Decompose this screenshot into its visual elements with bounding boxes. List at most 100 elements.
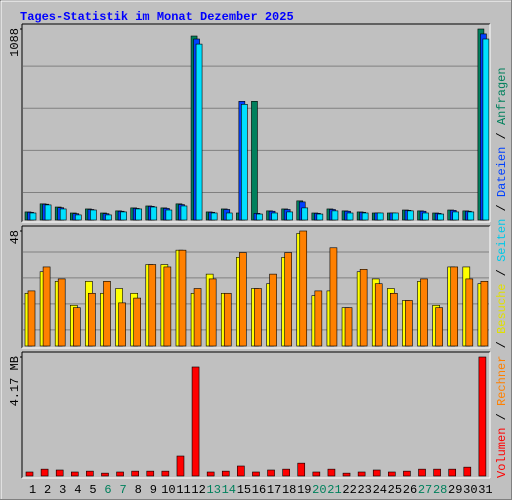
- bar: [435, 307, 443, 347]
- bar: [25, 471, 34, 477]
- bar: [195, 43, 203, 221]
- bar: [403, 470, 411, 477]
- bar: [357, 471, 366, 477]
- bar: [392, 212, 399, 221]
- legend-entry: Seiten: [495, 219, 509, 262]
- x-tick-label: 23: [357, 483, 371, 497]
- bar: [346, 212, 354, 221]
- bar: [146, 470, 155, 477]
- x-tick-label: 30: [463, 483, 477, 497]
- x-tick-label: 7: [120, 483, 127, 497]
- bar: [452, 211, 460, 221]
- bar: [297, 462, 306, 477]
- bar: [465, 278, 474, 347]
- bar: [133, 297, 141, 347]
- bar: [72, 307, 81, 347]
- bar: [420, 278, 428, 347]
- bar: [135, 208, 142, 221]
- x-tick-label: 26: [403, 483, 417, 497]
- x-tick-label: 14: [222, 483, 236, 497]
- bar: [239, 252, 247, 347]
- legend-entry: Rechner: [495, 356, 509, 406]
- legend-sep: /: [495, 334, 509, 356]
- bar: [286, 211, 293, 221]
- x-tick-label: 10: [161, 483, 175, 497]
- bar: [342, 472, 351, 477]
- bar: [55, 469, 64, 477]
- x-tick-label: 17: [267, 483, 281, 497]
- x-tick-label: 12: [191, 483, 205, 497]
- bar: [42, 266, 51, 347]
- bar: [437, 213, 444, 221]
- bar: [163, 266, 172, 347]
- bar: [251, 101, 258, 221]
- bar: [299, 230, 308, 347]
- chart-title: Tages-Statistik im Monat Dezember 2025: [20, 10, 294, 24]
- bar: [148, 264, 157, 347]
- bar: [88, 292, 96, 347]
- legend: Volumen / Rechner / Besuche / Seiten / D…: [495, 67, 509, 478]
- bar: [422, 212, 429, 221]
- bar: [193, 288, 202, 347]
- bar: [267, 469, 275, 477]
- bar: [254, 288, 262, 347]
- bar: [301, 207, 309, 221]
- x-tick-label: 6: [104, 483, 111, 497]
- x-tick-label: 16: [252, 483, 266, 497]
- bar: [271, 212, 278, 221]
- legend-sep: /: [495, 125, 509, 147]
- x-tick-label: 5: [89, 483, 96, 497]
- bar: [284, 252, 292, 347]
- x-tick-label: 13: [207, 483, 221, 497]
- bar: [90, 209, 97, 221]
- bar: [165, 209, 173, 221]
- x-tick-label: 1: [29, 483, 36, 497]
- bar: [116, 471, 124, 477]
- bar: [178, 249, 187, 347]
- legend-sep: /: [495, 262, 509, 284]
- bar: [176, 455, 185, 477]
- bar: [150, 206, 158, 221]
- panel: [22, 352, 490, 478]
- bar: [27, 290, 36, 347]
- bar: [450, 266, 459, 347]
- legend-entry: Volumen: [495, 428, 509, 478]
- x-tick-label: 8: [135, 483, 142, 497]
- bar: [59, 208, 67, 221]
- bar: [482, 38, 490, 221]
- bar: [418, 468, 426, 477]
- bar: [208, 278, 217, 347]
- bar: [44, 204, 52, 221]
- bar: [388, 471, 396, 477]
- x-tick-label: 24: [373, 483, 387, 497]
- x-tick-label: 22: [342, 483, 356, 497]
- x-tick-label: 31: [478, 483, 492, 497]
- x-tick-label: 21: [327, 483, 341, 497]
- x-tick-label: 9: [150, 483, 157, 497]
- y-tick-label: 48: [8, 230, 22, 244]
- bar: [210, 212, 218, 221]
- x-tick-label: 3: [59, 483, 66, 497]
- bar: [374, 283, 383, 347]
- bar: [269, 273, 277, 347]
- x-tick-label: 25: [388, 483, 402, 497]
- bar: [131, 470, 139, 477]
- bar: [103, 281, 111, 347]
- bar: [316, 213, 324, 221]
- bar: [105, 214, 112, 221]
- legend-sep: /: [495, 197, 509, 219]
- bar: [256, 213, 263, 221]
- bar: [86, 470, 94, 477]
- x-tick-label: 29: [448, 483, 462, 497]
- bar: [376, 212, 384, 221]
- x-tick-label: 15: [237, 483, 251, 497]
- bar: [463, 466, 472, 477]
- legend-entry: Dateien: [495, 147, 509, 197]
- bar: [359, 269, 368, 347]
- bar: [467, 211, 475, 221]
- bar: [405, 300, 413, 347]
- bar: [225, 212, 233, 221]
- bar: [237, 465, 245, 477]
- bar: [120, 211, 127, 221]
- bar: [312, 471, 321, 477]
